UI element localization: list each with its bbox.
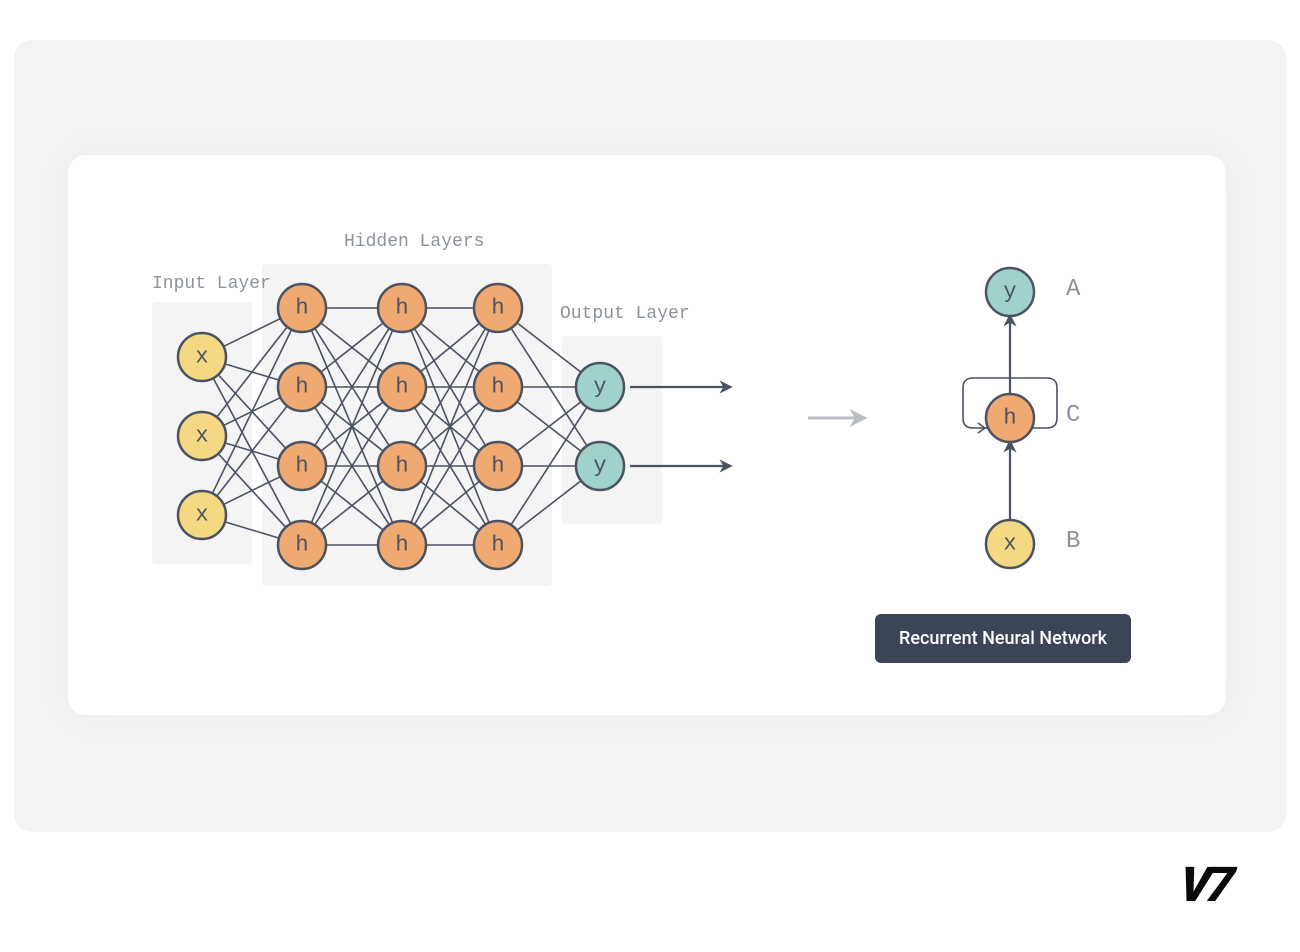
side-label-c: C bbox=[1066, 402, 1080, 429]
rnn-badge: Recurrent Neural Network bbox=[875, 614, 1131, 663]
svg-text:y: y bbox=[1003, 280, 1016, 305]
side-label-b: B bbox=[1066, 528, 1080, 555]
side-label-a: A bbox=[1066, 276, 1080, 303]
v7-logo: V7 bbox=[1176, 856, 1234, 913]
svg-text:h: h bbox=[1003, 406, 1016, 431]
svg-text:x: x bbox=[1003, 532, 1016, 557]
rnn-diagram: y h x bbox=[0, 0, 1300, 952]
